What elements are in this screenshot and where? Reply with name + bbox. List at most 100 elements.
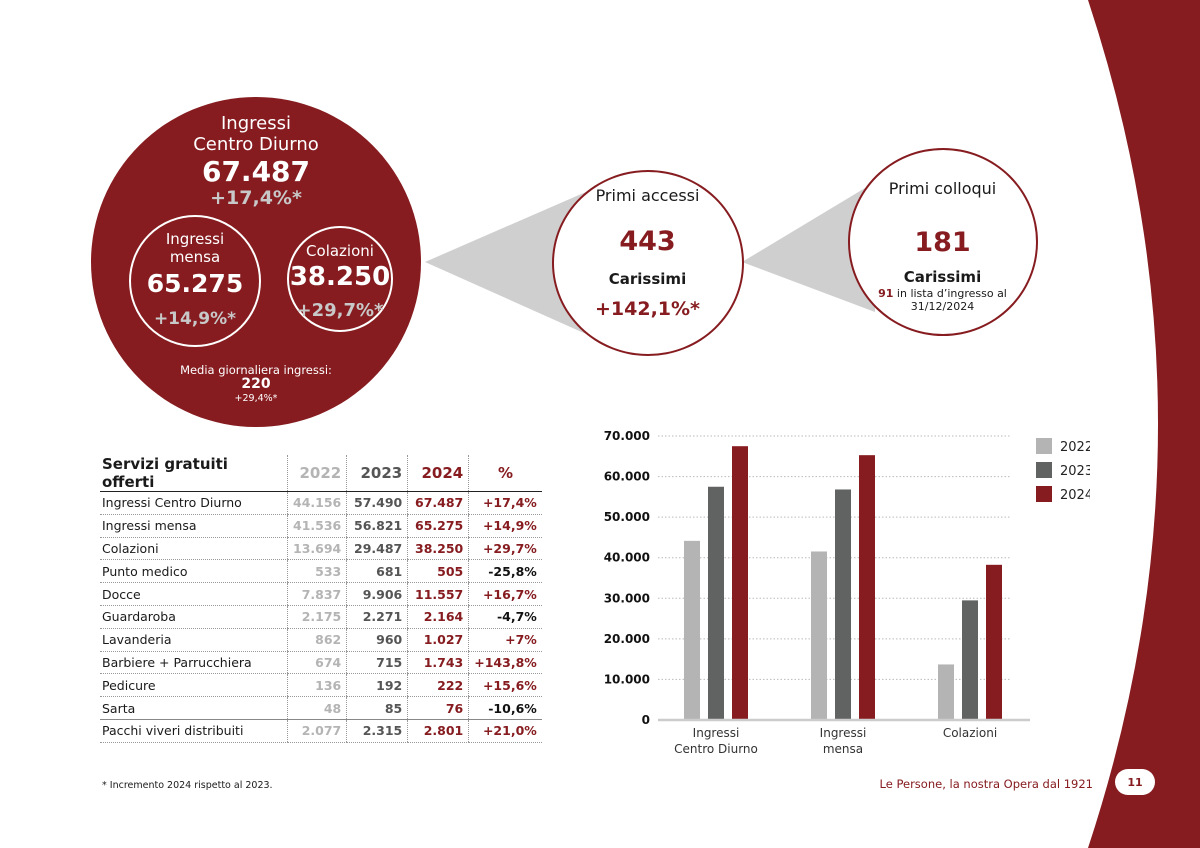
main-title-line2: Centro Diurno [193,134,319,155]
cell-percent: +15,6% [468,673,542,698]
cell-2022: 13.694 [286,537,347,561]
mensa-value: 65.275 [146,269,244,298]
cell-2024: 2.801 [407,718,469,743]
cell-service: Guardaroba [100,605,288,629]
table-row: Pedicure 136 192 222 +15,6% [100,673,542,698]
bar-2022 [938,664,954,720]
cell-2022: 41.536 [286,514,347,538]
cell-2023: 85 [346,696,408,720]
y-tick-label: 40.000 [604,551,650,565]
x-tick-label: Ingressi [693,726,740,740]
table-row: Punto medico 533 681 505 -25,8% [100,559,542,584]
colazioni-value: 38.250 [289,262,391,292]
primi-accessi-title: Primi accessi [595,186,700,205]
table-row: Ingressi Centro Diurno 44.156 57.490 67.487… [100,491,542,515]
y-tick-label: 0 [642,713,650,727]
page-number-badge [1115,769,1155,795]
primi-accessi-subtitle: Carissimi [608,270,687,288]
primi-accessi-value: 443 [619,226,676,257]
table-row: Lavanderia 862 960 1.027 +7% [100,628,542,652]
cell-percent: -4,7% [468,605,542,629]
cell-service: Pedicure [100,673,288,698]
cell-service: Ingressi Centro Diurno [100,491,288,515]
bar-chart: 0 10.000 20.000 30.000 40.000 50.000 60.000 70.… [604,429,1090,756]
cell-percent: +16,7% [468,582,542,606]
primi-colloqui-title: Primi colloqui [888,179,997,198]
x-tick-label: Ingressi [820,726,867,740]
cell-2022: 48 [286,696,347,720]
main-change: +17,4%* [210,187,302,209]
cell-percent: +7% [468,628,542,652]
legend-label: 2022 [1060,440,1090,455]
list-text: in lista d’ingresso al [896,287,1007,300]
footer-tagline: Le Persone, la nostra Opera dal 1921 [879,777,1093,791]
cell-2024: 65.275 [407,514,469,538]
cell-2023: 192 [346,673,408,698]
cell-2023: 2.271 [346,605,408,629]
main-circle-centro-diurno: Ingressi Centro Diurno 67.487 +17,4%* In… [91,97,421,427]
cell-2024: 76 [407,696,469,720]
table-row: Ingressi mensa 41.536 56.821 65.275 +14,9% [100,514,542,538]
bar-2024 [859,455,875,720]
cell-2023: 960 [346,628,408,652]
x-tick-label: Centro Diurno [674,742,758,756]
primi-accessi-circle: Primi accessi 443 Carissimi +142,1%* [552,170,744,356]
connector-cone-2 [742,182,875,312]
cell-2022: 2.175 [286,605,347,629]
cell-2023: 29.487 [346,537,408,561]
x-tick-label: Colazioni [943,726,997,740]
primi-accessi-change: +142,1%* [595,298,700,320]
mensa-circle: Ingressi mensa 65.275 +14,9%* [129,215,261,347]
cell-2022: 2.077 [286,718,347,743]
primi-colloqui-subtitle: Carissimi [903,268,982,286]
cell-2024: 1.027 [407,628,469,652]
cell-service: Lavanderia [100,628,288,652]
y-tick-label: 20.000 [604,632,650,646]
colazioni-circle: Colazioni 38.250 +29,7%* [287,226,393,332]
colazioni-change: +29,7%* [296,300,384,321]
page-number: 11 [1127,776,1143,789]
list-count: 91 [878,287,894,300]
cell-percent: +17,4% [468,491,542,515]
bar-2022 [811,551,827,720]
legend-swatch-2022 [1036,438,1052,454]
table-row: Sarta 48 85 76 -10,6% [100,696,542,720]
x-tick-label: mensa [823,742,863,756]
y-tick-label: 50.000 [604,510,650,524]
cell-2022: 674 [286,651,347,675]
media-label: Media giornaliera ingressi: [180,363,332,377]
y-tick-label: 60.000 [604,470,650,484]
cell-2023: 2.315 [346,718,408,743]
mensa-line2: mensa [169,248,221,266]
table-row: Docce 7.837 9.906 11.557 +16,7% [100,582,542,606]
footnote: * Incremento 2024 rispetto al 2023. [102,780,273,791]
cell-2024: 11.557 [407,582,469,606]
cell-percent: -25,8% [468,559,542,584]
table-row: Guardaroba 2.175 2.271 2.164 -4,7% [100,605,542,629]
cell-2022: 862 [286,628,347,652]
header-2024: 2024 [407,455,469,492]
main-value: 67.487 [201,155,311,188]
cell-service: Pacchi viveri distribuiti [100,718,288,743]
cell-2024: 38.250 [407,537,469,561]
cell-2024: 67.487 [407,491,469,515]
cell-2024: 505 [407,559,469,584]
header-percent: % [468,455,542,492]
servizi-table: Servizi gratuiti offerti 2022 2023 2024 … [100,455,542,743]
mensa-change: +14,9%* [153,309,237,329]
media-change: +29,4%* [234,393,278,404]
y-tick-label: 70.000 [604,429,650,443]
cell-service: Docce [100,582,288,606]
bar-2023 [962,600,978,720]
bar-2022 [684,540,700,720]
mensa-line1: Ingressi [165,230,225,248]
primi-colloqui-circle: Primi colloqui 181 Carissimi 91 in lista… [848,148,1038,336]
legend-swatch-2024 [1036,486,1052,502]
bar-2023 [835,489,851,720]
bar-2024 [732,446,748,720]
cell-2022: 44.156 [286,491,347,515]
cell-percent: -10,6% [468,696,542,720]
cell-service: Ingressi mensa [100,514,288,538]
table-row: Colazioni 13.694 29.487 38.250 +29,7% [100,537,542,561]
